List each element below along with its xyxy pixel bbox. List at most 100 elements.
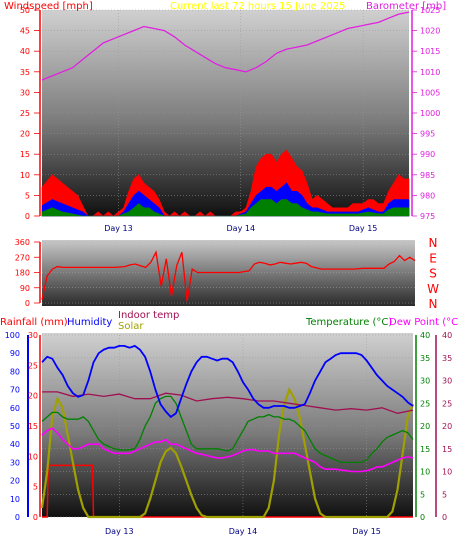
rainfall-tick-label: 10 xyxy=(28,452,38,461)
barometer-tick-label: 975 xyxy=(420,212,435,221)
temperature-axes: 0102030405060708090100051015202530051015… xyxy=(5,331,452,522)
humidity-tick-label: 50 xyxy=(10,422,20,431)
windspeed-tick-label: 35 xyxy=(20,68,30,77)
temperature-tick-label: 10 xyxy=(420,468,430,477)
humidity-tick-label: 80 xyxy=(10,367,20,376)
temperature-x-tick-label: Day 14 xyxy=(229,527,258,536)
direction-tick-label: 360 xyxy=(15,238,30,247)
rainfall-tick-label: 0 xyxy=(33,513,38,522)
temperature-tick-label: 25 xyxy=(420,399,430,408)
humidity-tick-label: 60 xyxy=(10,404,20,413)
barometer-tick-label: 1025 xyxy=(420,6,440,15)
humidity-axis-title: Humidity xyxy=(67,317,112,328)
barometer-tick-label: 1000 xyxy=(420,109,440,118)
rainfall-tick-label: 15 xyxy=(28,422,38,431)
barometer-tick-label: 990 xyxy=(420,150,435,159)
direction-series xyxy=(41,250,416,302)
barometer-axis: 975 980 985 990 995 1000 1005 1010 1015 1020 1025 xyxy=(411,6,440,221)
temperature-tick-label: 0 xyxy=(420,513,425,522)
humidity-tick-label: 40 xyxy=(10,440,20,449)
barometer-tick-label: 1010 xyxy=(420,68,440,77)
rainfall-tick-label: 5 xyxy=(33,483,38,492)
rainfall-tick-label: 30 xyxy=(28,331,38,340)
dew-point-tick-label: 30 xyxy=(442,377,452,386)
wind-x-tick-label: Day 13 xyxy=(104,224,133,233)
temperature-tick-label: 5 xyxy=(420,490,425,499)
windspeed-tick-label: 5 xyxy=(25,191,30,200)
dew-point-tick-label: 25 xyxy=(442,399,452,408)
dew-point-tick-label: 35 xyxy=(442,354,452,363)
humidity-tick-label: 70 xyxy=(10,386,20,395)
barometer-tick-label: 1005 xyxy=(420,88,440,97)
windspeed-tick-label: 20 xyxy=(20,130,30,139)
temperature-x-axis: Day 13 Day 14 Day 15 xyxy=(105,527,381,536)
chart-title: Current last 72 hours 15 June 2025 xyxy=(170,1,345,12)
rainfall-tick-label: 25 xyxy=(28,361,38,370)
compass-label: W xyxy=(427,282,439,296)
barometer-series xyxy=(41,11,410,81)
temperature-series xyxy=(40,344,415,519)
humidity-tick-label: 0 xyxy=(15,513,20,522)
indoor-temp-series xyxy=(42,391,414,414)
barometer-tick-label: 1015 xyxy=(420,47,440,56)
rainfall-series xyxy=(42,464,413,518)
compass-label: E xyxy=(429,251,437,265)
dew-point-tick-label: 15 xyxy=(442,445,452,454)
direction-tick-label: 90 xyxy=(20,284,30,293)
wind-x-tick-label: Day 14 xyxy=(227,224,256,233)
humidity-tick-label: 90 xyxy=(10,349,20,358)
indoor-temp-legend: Indoor temp xyxy=(118,310,179,321)
humidity-series xyxy=(41,344,414,419)
wind-series xyxy=(41,11,410,217)
temperature-series xyxy=(41,395,414,464)
windspeed-tick-label: 50 xyxy=(20,6,30,15)
dew-point-tick-label: 0 xyxy=(442,513,447,522)
barometer-tick-label: 1020 xyxy=(420,27,440,36)
barometer-axis-title: Barometer [mb] xyxy=(366,1,446,12)
temperature-tick-label: 30 xyxy=(420,377,430,386)
temperature-panel: 0102030405060708090100051015202530051015… xyxy=(0,310,459,536)
direction-tick-label: 0 xyxy=(25,299,30,308)
rainfall-axis-title: Rainfall (mm) xyxy=(0,317,68,328)
humidity-tick-label: 30 xyxy=(10,458,20,467)
temperature-tick-label: 15 xyxy=(420,445,430,454)
direction-tick-label: 180 xyxy=(15,269,30,278)
temperature-x-tick-label: Day 13 xyxy=(105,527,134,536)
dew-point-tick-label: 20 xyxy=(442,422,452,431)
temperature-tick-label: 40 xyxy=(420,331,430,340)
windspeed-tick-label: 30 xyxy=(20,88,30,97)
wind-x-axis: Day 13 Day 14 Day 15 xyxy=(104,224,377,233)
dew-point-series xyxy=(41,427,414,473)
wind-x-tick-label: Day 15 xyxy=(349,224,378,233)
humidity-tick-label: 100 xyxy=(5,331,20,340)
dew-point-axis-title: Dew Point (°C) xyxy=(389,317,459,328)
direction-tick-label: 270 xyxy=(15,253,30,262)
windspeed-axis: 0 5 10 15 20 25 30 35 40 45 50 xyxy=(20,6,41,221)
barometer-tick-label: 980 xyxy=(420,191,435,200)
windspeed-tick-label: 40 xyxy=(20,47,30,56)
temperature-tick-label: 35 xyxy=(420,354,430,363)
humidity-tick-label: 20 xyxy=(10,477,20,486)
wind-low-series xyxy=(41,199,410,217)
windspeed-tick-label: 0 xyxy=(25,212,30,221)
dew-point-tick-label: 5 xyxy=(442,490,447,499)
windspeed-tick-label: 25 xyxy=(20,109,30,118)
rainfall-tick-label: 20 xyxy=(28,392,38,401)
dew-point-tick-label: 40 xyxy=(442,331,452,340)
temperature-x-tick-label: Day 15 xyxy=(352,527,381,536)
windspeed-tick-label: 15 xyxy=(20,150,30,159)
temperature-plot-area xyxy=(42,333,413,517)
direction-degrees-axis: 0 90 180 270 360 xyxy=(15,238,41,308)
dew-point-tick-label: 10 xyxy=(442,468,452,477)
temperature-axis-title: Temperature (°C) xyxy=(305,317,392,328)
wind-direction-series xyxy=(41,250,416,302)
solar-series xyxy=(40,386,415,519)
barometer-tick-label: 995 xyxy=(420,130,435,139)
windspeed-axis-title: Windspeed [mph] xyxy=(4,1,93,12)
compass-label: S xyxy=(429,267,437,281)
temperature-tick-label: 20 xyxy=(420,422,430,431)
